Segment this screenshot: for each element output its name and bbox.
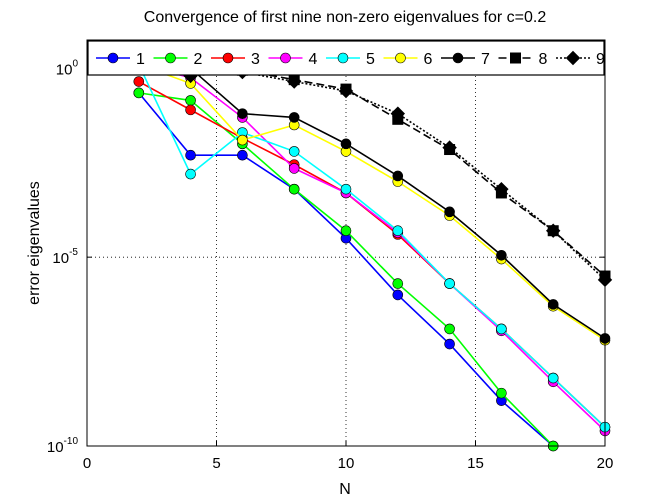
legend-label: 9	[596, 51, 605, 68]
legend-label: 5	[366, 51, 375, 68]
legend-marker	[107, 52, 119, 64]
data-point	[185, 95, 196, 106]
data-point	[340, 138, 352, 150]
data-point	[185, 149, 196, 161]
data-point	[442, 140, 457, 155]
data-point	[133, 87, 145, 99]
data-point	[496, 323, 507, 335]
y-axis-label: error eigenvalues	[26, 181, 43, 305]
legend-item: 7	[441, 51, 490, 68]
legend-label: 4	[309, 51, 318, 68]
data-point	[547, 299, 559, 310]
data-point	[392, 225, 404, 237]
series-4	[133, 59, 611, 437]
series-3	[133, 76, 611, 433]
series-line	[138, 63, 606, 341]
legend-item: 3	[211, 51, 260, 68]
series-5	[133, 59, 611, 433]
legend-item: 5	[326, 51, 375, 68]
x-tick-label: 15	[467, 455, 484, 472]
data-point	[444, 338, 455, 350]
data-point	[288, 146, 300, 157]
data-point	[444, 206, 455, 218]
data-point	[392, 289, 404, 301]
data-point	[496, 387, 507, 399]
data-point	[237, 149, 248, 161]
legend-marker	[395, 52, 406, 64]
series-8	[133, 53, 611, 282]
legend-marker	[565, 50, 581, 66]
legend-item: 8	[498, 51, 548, 68]
series-2	[133, 87, 559, 452]
chart-title: Convergence of first nine non-zero eigen…	[144, 9, 547, 26]
series-line	[138, 64, 606, 428]
data-point	[444, 323, 455, 335]
legend-marker	[280, 52, 291, 64]
legend-item: 6	[383, 51, 433, 68]
data-point	[237, 108, 248, 119]
data-point	[496, 249, 507, 261]
legend-label: 7	[481, 51, 490, 68]
data-point	[338, 83, 354, 99]
legend-marker	[452, 52, 464, 64]
data-point	[237, 134, 248, 146]
legend-marker	[510, 52, 521, 64]
y-tick-label: 100	[56, 58, 79, 78]
data-point	[340, 225, 352, 237]
data-point	[288, 163, 300, 174]
legend-item: 1	[96, 51, 145, 68]
data-point	[288, 183, 300, 195]
legend-item: 4	[268, 51, 318, 68]
legend-marker	[337, 52, 349, 64]
data-point	[390, 106, 406, 121]
x-axis-label: N	[339, 481, 351, 498]
data-point	[185, 104, 196, 116]
data-point	[185, 168, 196, 180]
x-tick-label: 0	[83, 455, 91, 472]
series-line	[138, 80, 606, 428]
legend-item: 9	[556, 50, 605, 68]
series-line	[138, 59, 606, 340]
data-point	[545, 223, 561, 238]
data-point	[392, 170, 404, 182]
y-tick-label: 10-10	[47, 436, 79, 456]
legend-label: 8	[539, 51, 548, 68]
legend-label: 3	[251, 51, 260, 68]
series-layer	[133, 53, 613, 452]
legend-marker	[165, 52, 176, 64]
series-7	[133, 55, 611, 344]
data-point	[286, 74, 302, 89]
x-tick-label: 10	[338, 455, 355, 472]
data-point	[494, 181, 509, 197]
legend-label: 2	[194, 51, 203, 68]
legend: 1 2 3 4 5 6 7 8 9	[87, 40, 605, 76]
y-tick-label: 10-5	[52, 247, 78, 267]
data-point	[547, 372, 559, 384]
legend-label: 1	[136, 51, 145, 68]
x-tick-label: 20	[597, 455, 614, 472]
data-point	[133, 76, 145, 87]
x-tick-label: 5	[212, 455, 220, 472]
legend-item: 2	[153, 51, 203, 68]
data-point	[444, 278, 455, 289]
data-point	[288, 112, 300, 123]
legend-label: 6	[424, 51, 433, 68]
legend-marker	[222, 52, 234, 64]
series-line	[138, 63, 606, 432]
data-point	[340, 183, 352, 195]
data-point	[392, 278, 404, 289]
